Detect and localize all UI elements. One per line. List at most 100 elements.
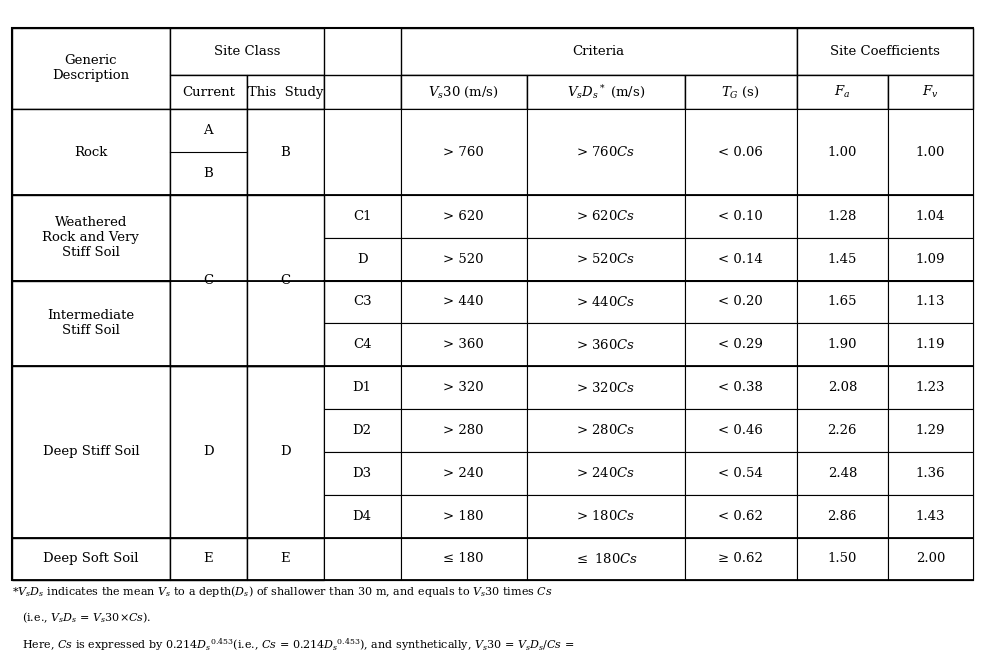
Text: < 0.62: < 0.62 bbox=[718, 509, 763, 522]
Bar bbox=[247, 538, 324, 580]
Bar bbox=[12, 538, 169, 580]
Text: > 620: > 620 bbox=[443, 210, 484, 223]
Bar bbox=[324, 452, 401, 495]
Bar bbox=[247, 75, 324, 109]
Bar bbox=[401, 280, 527, 323]
Bar bbox=[247, 195, 324, 280]
Bar bbox=[887, 495, 973, 538]
Text: D3: D3 bbox=[353, 467, 371, 480]
Text: Intermediate
Stiff Soil: Intermediate Stiff Soil bbox=[47, 309, 134, 338]
Bar bbox=[887, 409, 973, 452]
Bar bbox=[797, 28, 973, 75]
Text: Here, $\mathit{Cs}$ is expressed by 0.214$\mathit{D_s}^{0.453}$(i.e., $\mathit{C: Here, $\mathit{Cs}$ is expressed by 0.21… bbox=[22, 636, 574, 653]
Bar bbox=[324, 323, 401, 367]
Text: ≤ 180: ≤ 180 bbox=[443, 553, 484, 565]
Text: > 520$\mathit{Cs}$: > 520$\mathit{Cs}$ bbox=[576, 252, 635, 266]
Bar bbox=[324, 409, 401, 452]
Bar bbox=[527, 409, 685, 452]
Bar bbox=[324, 367, 401, 409]
Text: 2.00: 2.00 bbox=[916, 553, 946, 565]
Text: $\leq$ 180$\mathit{Cs}$: $\leq$ 180$\mathit{Cs}$ bbox=[573, 552, 637, 566]
Bar bbox=[12, 367, 169, 538]
Bar bbox=[685, 195, 797, 238]
Bar bbox=[685, 238, 797, 280]
Text: > 320: > 320 bbox=[443, 381, 484, 394]
Text: 1.00: 1.00 bbox=[827, 145, 857, 159]
Bar bbox=[401, 323, 527, 367]
Text: > 240$\mathit{Cs}$: > 240$\mathit{Cs}$ bbox=[576, 467, 635, 480]
Text: < 0.54: < 0.54 bbox=[718, 467, 763, 480]
Text: *$\mathit{V_sD_s}$ indicates the mean $\mathit{V_s}$ to a depth($\mathit{D_s}$) : *$\mathit{V_sD_s}$ indicates the mean $\… bbox=[12, 584, 553, 599]
Text: > 320$\mathit{Cs}$: > 320$\mathit{Cs}$ bbox=[576, 380, 635, 395]
Bar bbox=[169, 109, 247, 195]
Bar bbox=[324, 75, 401, 109]
Bar bbox=[887, 280, 973, 323]
Bar bbox=[401, 452, 527, 495]
Bar bbox=[797, 109, 887, 195]
Text: > 760$\mathit{Cs}$: > 760$\mathit{Cs}$ bbox=[576, 145, 635, 159]
Text: 1.43: 1.43 bbox=[916, 509, 946, 522]
Bar bbox=[797, 323, 887, 367]
Bar bbox=[797, 238, 887, 280]
Bar bbox=[247, 195, 324, 367]
Text: 1.28: 1.28 bbox=[827, 210, 857, 223]
Text: > 360$\mathit{Cs}$: > 360$\mathit{Cs}$ bbox=[576, 338, 635, 352]
Bar bbox=[685, 409, 797, 452]
Bar bbox=[887, 238, 973, 280]
Bar bbox=[797, 495, 887, 538]
Text: 1.04: 1.04 bbox=[916, 210, 946, 223]
Bar bbox=[247, 280, 324, 367]
Text: 2.08: 2.08 bbox=[827, 381, 857, 394]
Bar bbox=[324, 109, 401, 195]
Text: < 0.38: < 0.38 bbox=[718, 381, 763, 394]
Bar bbox=[401, 238, 527, 280]
Bar bbox=[527, 323, 685, 367]
Bar bbox=[685, 538, 797, 580]
Text: Deep Soft Soil: Deep Soft Soil bbox=[43, 553, 139, 565]
Text: D: D bbox=[280, 445, 291, 459]
Bar bbox=[527, 538, 685, 580]
Text: > 520: > 520 bbox=[443, 253, 484, 266]
Text: > 280$\mathit{Cs}$: > 280$\mathit{Cs}$ bbox=[576, 424, 635, 438]
Text: 2.26: 2.26 bbox=[827, 424, 857, 437]
Text: (i.e., $\mathit{V_sD_s}$ = $\mathit{V_s}$30$\times$$\mathit{Cs}$).: (i.e., $\mathit{V_sD_s}$ = $\mathit{V_s}… bbox=[22, 610, 151, 624]
Text: > 440: > 440 bbox=[443, 295, 484, 309]
Bar bbox=[797, 75, 887, 109]
Text: E: E bbox=[281, 553, 291, 565]
Text: C1: C1 bbox=[353, 210, 371, 223]
Bar bbox=[12, 28, 973, 580]
Bar bbox=[887, 109, 973, 195]
Text: 1.29: 1.29 bbox=[916, 424, 946, 437]
Text: > 360: > 360 bbox=[443, 338, 484, 351]
Bar bbox=[324, 538, 401, 580]
Bar bbox=[685, 75, 797, 109]
Bar bbox=[401, 367, 527, 409]
Bar bbox=[887, 75, 973, 109]
Text: $\mathit{F_v}$: $\mathit{F_v}$ bbox=[922, 84, 939, 100]
Bar bbox=[797, 280, 887, 323]
Text: C: C bbox=[280, 274, 291, 287]
Text: C3: C3 bbox=[353, 295, 371, 309]
Bar bbox=[401, 75, 527, 109]
Text: 1.90: 1.90 bbox=[827, 338, 857, 351]
Bar bbox=[527, 495, 685, 538]
Text: A: A bbox=[204, 124, 213, 137]
Text: > 760: > 760 bbox=[443, 145, 484, 159]
Text: < 0.46: < 0.46 bbox=[718, 424, 763, 437]
Text: D: D bbox=[357, 253, 367, 266]
Bar bbox=[527, 367, 685, 409]
Text: B: B bbox=[204, 167, 213, 180]
Text: < 0.06: < 0.06 bbox=[718, 145, 763, 159]
Text: Weathered
Rock and Very
Stiff Soil: Weathered Rock and Very Stiff Soil bbox=[42, 216, 139, 259]
Text: 1.00: 1.00 bbox=[916, 145, 946, 159]
Bar bbox=[527, 452, 685, 495]
Bar bbox=[797, 538, 887, 580]
Text: < 0.29: < 0.29 bbox=[718, 338, 763, 351]
Text: D: D bbox=[203, 445, 214, 459]
Text: > 620$\mathit{Cs}$: > 620$\mathit{Cs}$ bbox=[576, 209, 635, 223]
Bar bbox=[247, 367, 324, 538]
Bar bbox=[685, 109, 797, 195]
Bar bbox=[527, 280, 685, 323]
Bar bbox=[169, 538, 247, 580]
Bar bbox=[887, 195, 973, 238]
